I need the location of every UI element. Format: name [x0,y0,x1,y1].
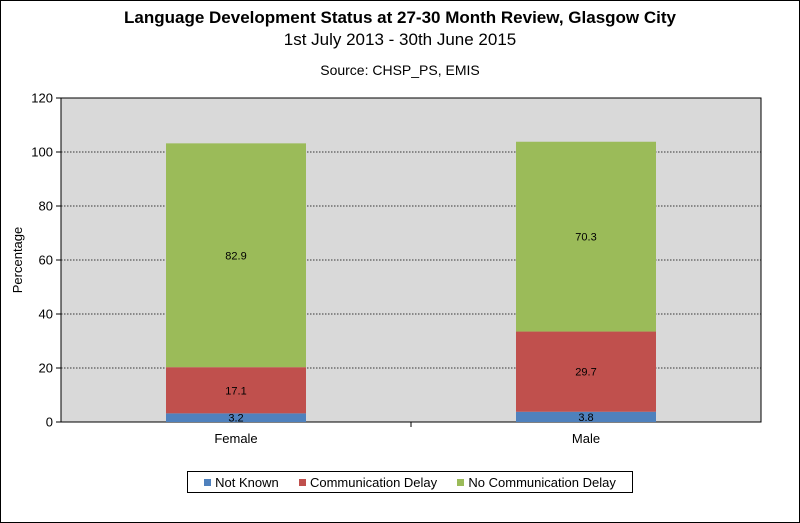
x-tick-label: Male [572,431,600,446]
legend: Not Known Communication Delay No Communica… [187,471,633,493]
y-tick-label: 80 [39,199,53,214]
bar-segment [166,413,306,422]
legend-swatch [457,478,465,486]
chart-source: Source: CHSP_PS, EMIS [320,62,480,78]
y-tick-label: 40 [39,307,53,322]
chart-subtitle: 1st July 2013 - 30th June 2015 [283,30,517,49]
y-tick-label: 120 [31,91,53,106]
legend-item: Not Known [204,475,279,490]
bar-segment [516,331,656,412]
x-tick-label: Female [214,431,257,446]
data-label: 17.1 [225,385,246,397]
y-tick-label: 0 [46,415,53,430]
data-label: 70.3 [575,232,596,244]
bar-segment [516,141,656,332]
bar-segment [516,411,656,422]
bar-segment [166,367,306,414]
legend-item: No Communication Delay [457,474,616,490]
data-label: 3.2 [228,413,243,425]
legend-label: No Communication Delay [468,474,616,490]
data-label: 29.7 [575,367,596,379]
y-tick-label: 60 [39,253,53,268]
y-tick-label: 100 [31,145,53,160]
data-label: 3.8 [578,412,593,424]
legend-item: Communication Delay [298,474,438,490]
legend-label: Communication Delay [309,474,438,490]
legend-swatch [204,478,212,486]
y-axis-label: Percentage [10,227,25,294]
legend-label: Not Known [215,474,279,490]
data-label: 82.9 [225,250,246,262]
legend-swatch [298,478,306,486]
y-tick-label: 20 [39,361,53,376]
chart-title: Language Development Status at 27-30 Mon… [124,8,676,27]
bar-segment [166,143,306,368]
